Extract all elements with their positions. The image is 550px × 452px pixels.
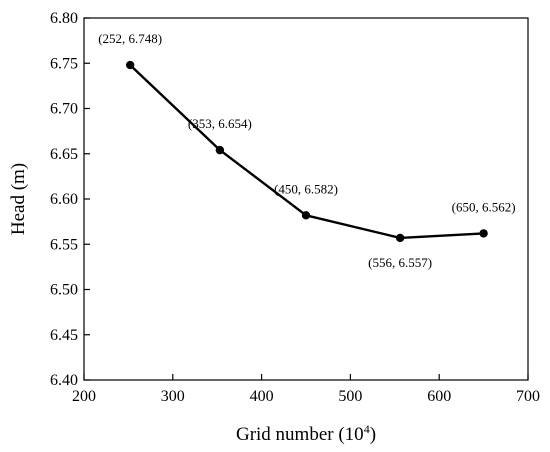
data-point bbox=[395, 233, 405, 243]
x-tick-label: 600 bbox=[427, 388, 451, 405]
y-tick-label: 6.45 bbox=[50, 327, 78, 344]
data-point bbox=[125, 60, 135, 70]
y-tick-label: 6.55 bbox=[50, 236, 78, 253]
y-tick-label: 6.50 bbox=[50, 282, 78, 299]
y-tick-label: 6.70 bbox=[50, 101, 78, 118]
x-axis-title: Grid number (104) bbox=[236, 422, 376, 445]
data-label: (650, 6.562) bbox=[452, 199, 516, 214]
data-point bbox=[215, 145, 225, 155]
x-tick-label: 700 bbox=[516, 388, 540, 405]
y-tick-label: 6.75 bbox=[50, 55, 78, 72]
y-tick-label: 6.80 bbox=[50, 10, 78, 27]
axis-ticks: 200 300 400 500 600 700 6.40 6.45 6.50 6.55 6.60 6.… bbox=[50, 10, 540, 405]
series-layer: (252, 6.748) (353, 6.654) (450, 6.582) (556… bbox=[98, 31, 515, 270]
y-tick-label: 6.60 bbox=[50, 191, 78, 208]
x-tick-label: 500 bbox=[338, 388, 362, 405]
y-tick-label: 6.65 bbox=[50, 146, 78, 163]
data-label: (556, 6.557) bbox=[368, 255, 432, 270]
x-tick-label: 400 bbox=[250, 388, 274, 405]
data-label: (252, 6.748) bbox=[98, 31, 162, 46]
data-point bbox=[301, 211, 311, 220]
data-label: (353, 6.654) bbox=[188, 116, 252, 131]
data-label: (450, 6.582) bbox=[274, 181, 338, 196]
y-axis-title: Head (m) bbox=[8, 163, 29, 235]
data-point bbox=[479, 229, 488, 238]
y-tick-label: 6.40 bbox=[50, 372, 78, 389]
x-tick-label: 200 bbox=[72, 388, 96, 405]
x-tick-label: 300 bbox=[161, 388, 185, 405]
